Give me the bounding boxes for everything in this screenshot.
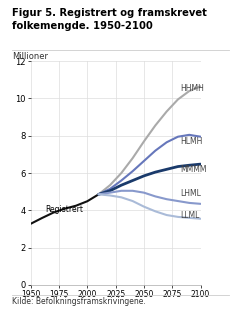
Text: MMMM: MMMM xyxy=(180,165,207,174)
Text: HHMH: HHMH xyxy=(180,84,204,93)
Text: LHML: LHML xyxy=(180,189,201,198)
Text: Kilde: Befolkningsframskrivingene.: Kilde: Befolkningsframskrivingene. xyxy=(12,297,146,306)
Text: HLMH: HLMH xyxy=(180,137,202,146)
Text: Millioner: Millioner xyxy=(12,52,48,61)
Text: Figur 5. Registrert og framskrevet
folkemengde. 1950-2100: Figur 5. Registrert og framskrevet folke… xyxy=(12,8,207,31)
Text: LLML: LLML xyxy=(180,211,200,220)
Text: Registrert: Registrert xyxy=(45,205,83,214)
